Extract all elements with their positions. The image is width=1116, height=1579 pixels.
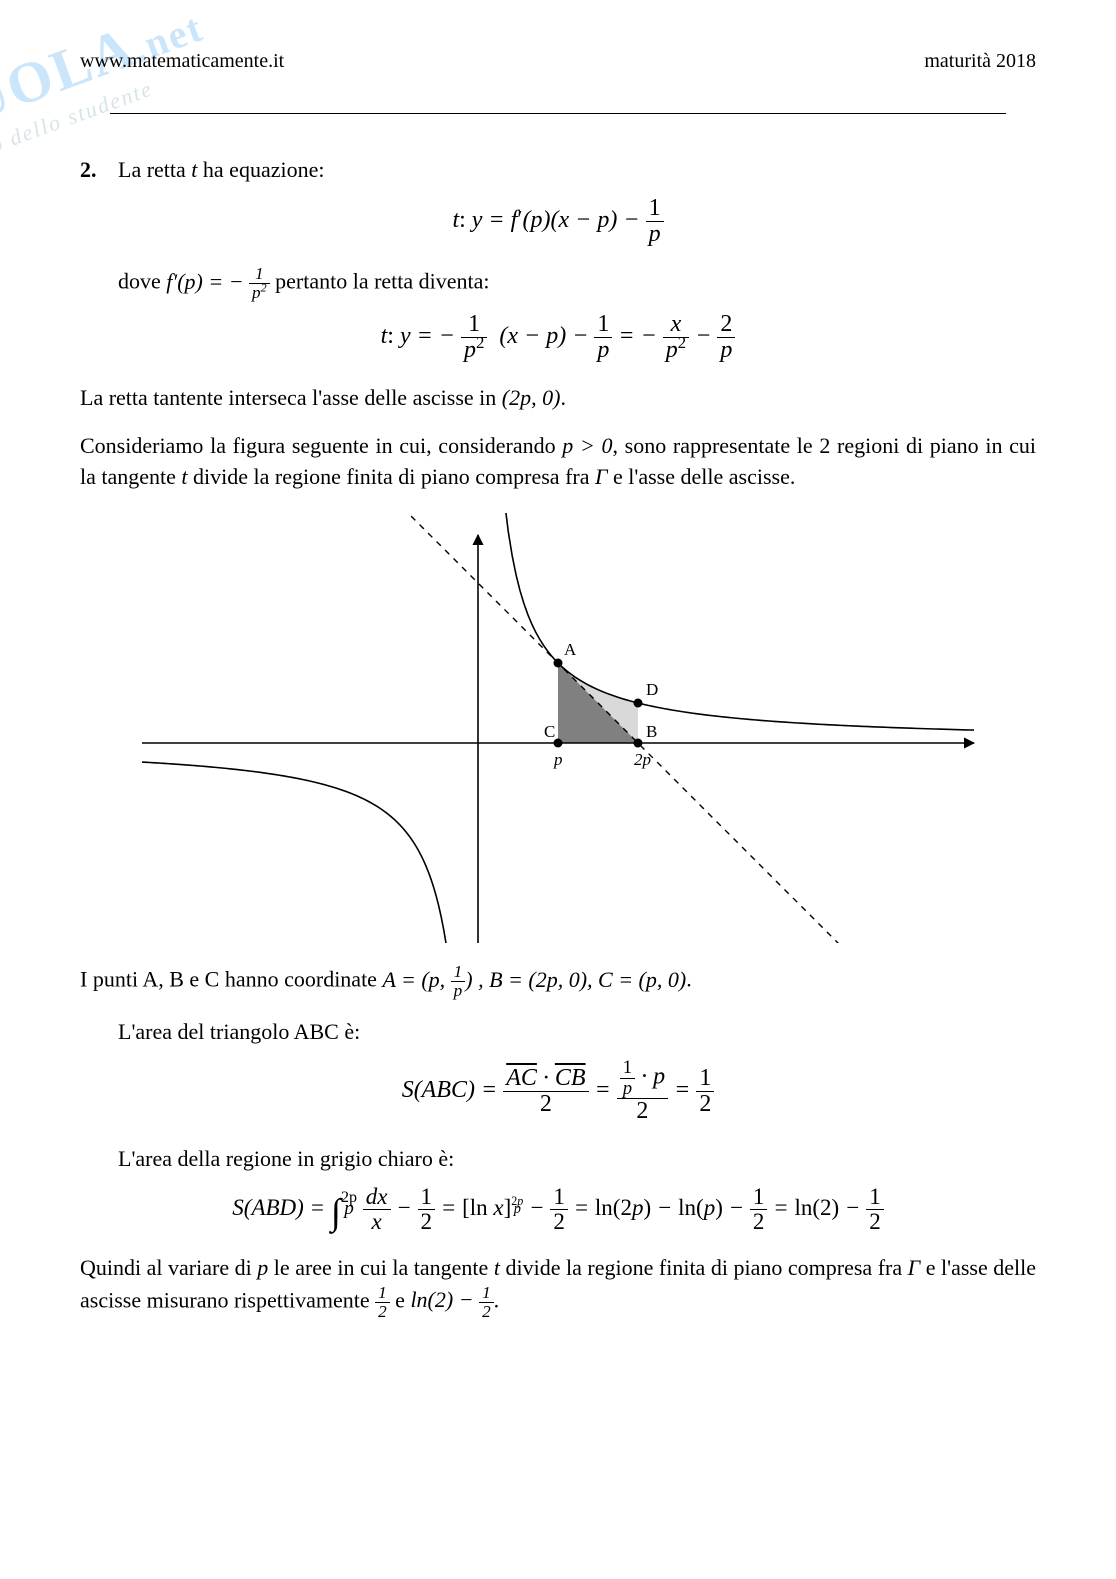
- rule: [110, 113, 1006, 114]
- line6: L'area del triangolo ABC è:: [118, 1016, 1036, 1048]
- figure: A B C Dp 2p: [118, 513, 1036, 943]
- item-2: 2. La retta t ha equazione:: [80, 154, 1036, 186]
- line5: I punti A, B e C hanno coordinate A = (p…: [80, 963, 1036, 1000]
- header-row: www.matematicamente.it maturità 2018: [80, 50, 1036, 73]
- figure-svg: A B C Dp 2p: [118, 513, 998, 943]
- line7: L'area della regione in grigio chiaro è:: [118, 1143, 1036, 1175]
- content: www.matematicamente.it maturità 2018 2. …: [80, 50, 1036, 1321]
- svg-text:2p: 2p: [634, 750, 651, 769]
- svg-text:D: D: [646, 680, 658, 699]
- line3: La retta tantente interseca l'asse delle…: [80, 382, 1036, 414]
- line1: La retta t ha equazione:: [118, 154, 324, 186]
- line4: Consideriamo la figura seguente in cui, …: [80, 430, 1036, 494]
- svg-text:p: p: [553, 750, 563, 769]
- equation-4: S(ABD) = ∫2pp dxx − 12 = [ln x]2pp − 12 …: [80, 1185, 1036, 1234]
- line8: Quindi al variare di p le aree in cui la…: [80, 1252, 1036, 1321]
- header-site: www.matematicamente.it: [80, 50, 284, 73]
- svg-text:B: B: [646, 722, 657, 741]
- equation-2: t: y = − 1p2 (x − p) − 1p = − xp2 − 2p: [80, 312, 1036, 363]
- item-number: 2.: [80, 154, 104, 186]
- svg-text:A: A: [564, 640, 577, 659]
- header-tag: maturità 2018: [924, 50, 1036, 73]
- page: SKUOLA.net condiviso dello studente www.…: [0, 0, 1116, 1579]
- equation-1: t: y = f′(p)(x − p) − 1p: [80, 196, 1036, 247]
- line2: dove f′(p) = − 1p2 pertanto la retta div…: [118, 265, 1036, 302]
- svg-text:C: C: [544, 722, 555, 741]
- equation-3: S(ABC) = AC · CB 2 = 1p · p 2 = 12: [80, 1058, 1036, 1124]
